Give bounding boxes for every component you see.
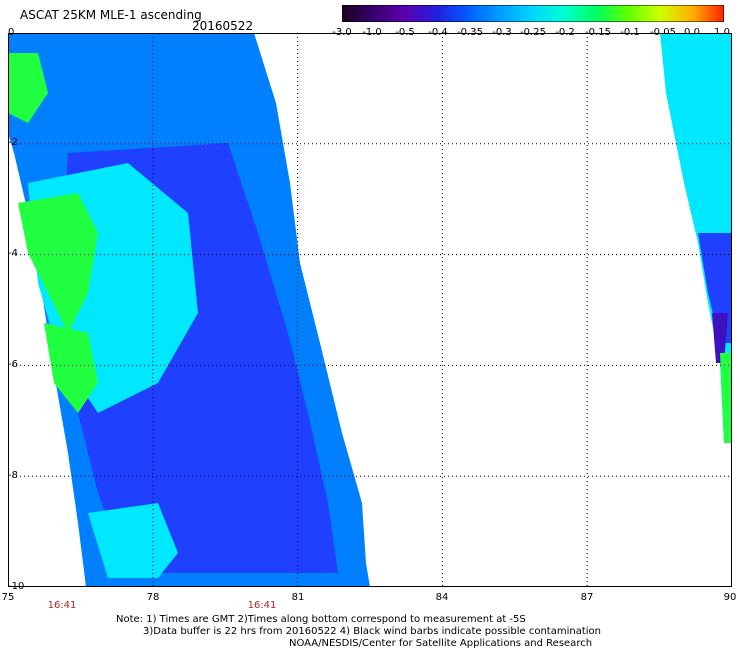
y-tick-label: -4 <box>8 248 18 259</box>
swath-green-patch-2 <box>44 323 98 413</box>
colorbar-label: -0.05 <box>650 27 676 38</box>
x-tick-label: 84 <box>435 592 449 603</box>
swath-right-violet <box>712 313 728 363</box>
x-tick-label: 90 <box>723 592 737 603</box>
plot-frame <box>8 33 732 587</box>
swath-data <box>8 33 732 587</box>
colorbar-label: 0.0 <box>684 27 700 38</box>
pass-time-label: 16:41 <box>247 600 277 611</box>
swath-right-green <box>720 353 732 443</box>
x-tick-label: 75 <box>1 592 15 603</box>
colorbar-label: 1.0 <box>714 27 730 38</box>
swath-right <box>660 33 732 443</box>
colorbar-label: -0.25 <box>520 27 546 38</box>
colorbar-label: -0.4 <box>428 27 448 38</box>
y-tick-label: 0 <box>8 27 15 38</box>
y-tick-label: -2 <box>8 137 18 148</box>
colorbar-label: -0.1 <box>620 27 640 38</box>
colorbar-label: -3.0 <box>332 27 352 38</box>
colorbar-label: -0.35 <box>457 27 483 38</box>
colorbar-gradient <box>342 5 724 22</box>
pass-time-label: 16:41 <box>47 600 77 611</box>
colorbar-label: -0.5 <box>395 27 415 38</box>
y-tick-label: -8 <box>8 470 18 481</box>
x-tick-label: 81 <box>291 592 305 603</box>
colorbar <box>342 5 724 22</box>
note-line-3: NOAA/NESDIS/Center for Satellite Applica… <box>289 638 593 649</box>
product-date: 20160522 <box>192 19 254 33</box>
note-line-2: 3)Data buffer is 22 hrs from 20160522 4)… <box>143 626 601 637</box>
product-title: ASCAT 25KM MLE-1 ascending <box>20 8 202 22</box>
x-tick-label: 78 <box>146 592 160 603</box>
y-tick-label: -10 <box>8 581 25 592</box>
note-line-1: Note: 1) Times are GMT 2)Times along bot… <box>116 614 526 625</box>
lat-lon-grid <box>8 33 732 587</box>
y-tick-label: -6 <box>8 359 18 370</box>
swath-green-top <box>8 53 48 123</box>
colorbar-label: -1.0 <box>362 27 382 38</box>
swath-green-patch <box>18 193 98 333</box>
colorbar-label: -0.2 <box>555 27 575 38</box>
scatterometer-map <box>8 33 732 587</box>
x-tick-label: 87 <box>580 592 594 603</box>
colorbar-label: -0.3 <box>492 27 512 38</box>
swath-high-bottom <box>88 503 178 578</box>
colorbar-label: -0.15 <box>585 27 611 38</box>
